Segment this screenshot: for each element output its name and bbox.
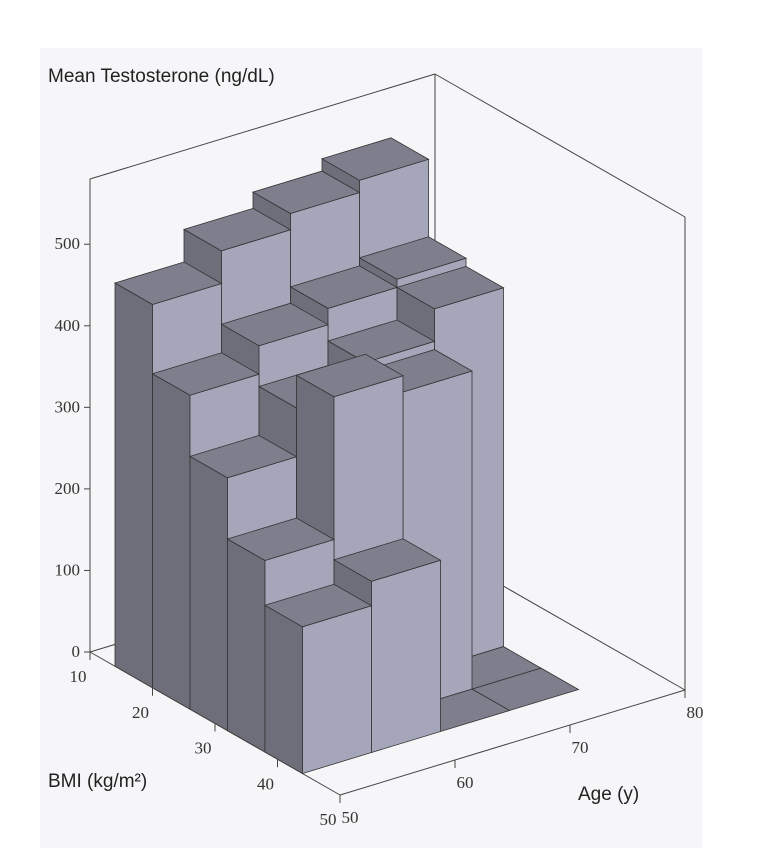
x-tick-label: 50	[342, 808, 359, 827]
bar-side	[264, 604, 303, 775]
bar-top	[326, 319, 436, 363]
z-tick-label: 100	[55, 560, 81, 579]
bar-front	[371, 559, 441, 754]
x-tick-label: 70	[572, 738, 589, 757]
z-tick-label: 500	[55, 234, 81, 253]
x-tick-label: 60	[457, 773, 474, 792]
bar-top	[151, 352, 261, 396]
bar-side	[227, 538, 266, 753]
y-tick-label: 20	[132, 703, 149, 722]
bar-front	[302, 605, 372, 775]
bar-top	[295, 353, 405, 398]
bar-side	[152, 373, 191, 710]
bar-top	[113, 261, 223, 305]
z-tick-label: 200	[55, 479, 81, 498]
y-tick-label: 10	[70, 667, 87, 686]
bar-top	[395, 265, 505, 310]
x-axis-line	[339, 689, 686, 796]
bar-top	[263, 583, 373, 628]
bar-top	[251, 170, 361, 214]
bar-side	[114, 282, 153, 689]
bar-top	[226, 517, 336, 561]
bar-top	[220, 302, 330, 347]
x-tick-label: 80	[687, 703, 704, 722]
z-tick-label: 300	[55, 397, 81, 416]
z-tick-label: 0	[72, 642, 81, 661]
y-axis-title: BMI (kg/m²)	[48, 771, 147, 792]
bar-side	[189, 455, 228, 732]
bar-top	[332, 538, 442, 582]
z-tick-label: 400	[55, 316, 81, 335]
bar-top	[358, 236, 468, 280]
y-tick-label: 50	[320, 810, 337, 829]
z-axis-title: Mean Testosterone (ng/dL)	[48, 66, 275, 87]
y-tick-label: 30	[195, 739, 212, 758]
y-tick-label: 40	[257, 774, 274, 793]
bar-top	[320, 137, 430, 181]
x-axis-title: Age (y)	[578, 784, 639, 805]
box-edge	[434, 73, 686, 218]
bar-top	[182, 207, 292, 252]
box-edge	[89, 73, 436, 180]
